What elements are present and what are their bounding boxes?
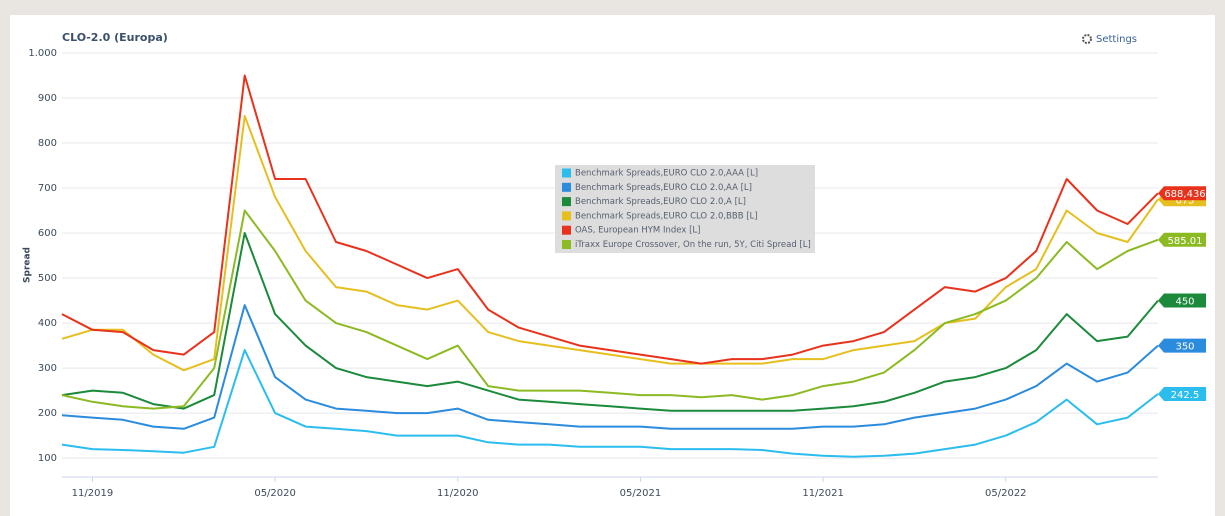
y-tick-label: 200 (38, 408, 57, 419)
settings-label[interactable]: Settings (1096, 34, 1137, 45)
legend-label: Benchmark Spreads,EURO CLO 2.0,A [L] (575, 197, 746, 207)
legend-box (555, 165, 815, 253)
y-tick-label: 400 (38, 318, 57, 329)
y-tick-label: 100 (38, 453, 57, 464)
series-line (61, 209, 1159, 410)
end-tag (1158, 186, 1206, 201)
series-line (61, 74, 1159, 365)
x-tick-label: 11/2019 (72, 488, 114, 499)
x-tick-label: 11/2021 (802, 488, 844, 499)
legend-label: iTraxx Europe Crossover, On the run, 5Y,… (575, 240, 811, 250)
x-tick-label: 05/2020 (254, 488, 296, 499)
end-tag (1158, 338, 1206, 353)
end-tag-label: 675 (1175, 195, 1194, 206)
end-tag (1158, 293, 1206, 308)
chart-title: CLO-2.0 (Europa) (62, 31, 168, 44)
legend-label: Benchmark Spreads,EURO CLO 2.0,AAA [L] (575, 169, 758, 179)
y-tick-label: 900 (38, 93, 57, 104)
settings-button[interactable]: Settings (1082, 34, 1137, 45)
legend-label: Benchmark Spreads,EURO CLO 2.0,AA [L] (575, 183, 752, 193)
legend-label: OAS, European HYM Index [L] (575, 226, 700, 236)
legend-swatch (562, 168, 571, 178)
y-tick-label: 600 (38, 228, 57, 239)
x-tick-label: 05/2022 (985, 488, 1027, 499)
y-tick-label: 800 (38, 138, 57, 149)
legend-swatch (562, 182, 571, 192)
series-line (61, 349, 1159, 458)
legend-swatch (562, 240, 571, 249)
y-axis-label: Spread (23, 247, 33, 283)
x-tick-label: 11/2020 (437, 488, 479, 499)
end-tag-label: 450 (1175, 297, 1194, 308)
legend-label: Benchmark Spreads,EURO CLO 2.0,BBB [L] (575, 211, 758, 221)
legend-swatch (562, 197, 571, 207)
y-tick-label: 500 (38, 273, 57, 284)
gear-icon (1082, 34, 1092, 44)
y-tick-label: 300 (38, 363, 57, 374)
end-tag-label: 350 (1175, 342, 1194, 353)
end-tag (1158, 232, 1206, 247)
end-tag (1158, 386, 1206, 401)
y-tick-label: 700 (38, 183, 57, 194)
y-tick-label: 1.000 (28, 48, 57, 59)
series-line (61, 304, 1159, 430)
series-line (61, 115, 1159, 372)
x-tick-label: 05/2021 (620, 488, 662, 499)
legend-swatch (562, 211, 571, 221)
end-tag-label: 585.01 (1168, 236, 1203, 247)
end-tag-label: 242.5 (1171, 390, 1200, 401)
series-line (61, 232, 1159, 412)
legend-swatch (562, 225, 571, 235)
end-tag-label: 688,436 (1164, 189, 1205, 200)
panel (10, 15, 1215, 516)
